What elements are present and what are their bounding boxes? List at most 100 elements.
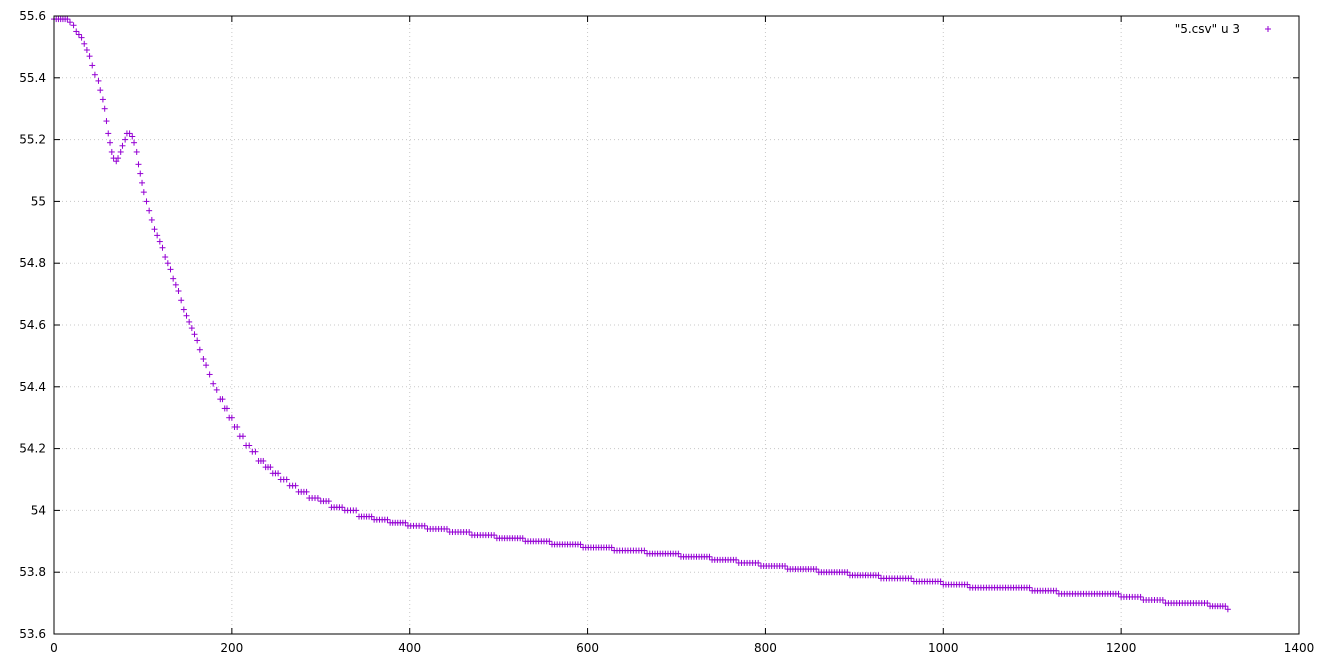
data-point (223, 405, 230, 412)
data-point (180, 306, 187, 313)
data-point (1204, 600, 1211, 607)
data-point (519, 535, 526, 542)
data-point (813, 566, 820, 573)
y-tick-label: 55 (31, 194, 46, 208)
data-point (1137, 593, 1144, 600)
data-point (67, 19, 74, 26)
data-point (203, 362, 210, 369)
data-point (210, 380, 217, 387)
data-point (755, 559, 762, 566)
data-point (964, 581, 971, 588)
data-point (577, 541, 584, 548)
data-point (178, 297, 185, 304)
data-point (314, 495, 321, 502)
data-point (239, 433, 246, 440)
data-point (384, 516, 391, 523)
data-point (183, 312, 190, 319)
data-point (234, 423, 241, 430)
data-point (148, 216, 155, 223)
data-point (167, 266, 174, 273)
legend-label: "5.csv" u 3 (1175, 22, 1240, 36)
data-point (113, 158, 120, 165)
data-point (228, 414, 235, 421)
y-tick-label: 54.4 (19, 380, 46, 394)
data-point (283, 476, 290, 483)
x-tick-label: 1400 (1284, 641, 1315, 655)
data-point (675, 550, 682, 557)
data-point (937, 578, 944, 585)
data-point (99, 96, 106, 103)
data-point (421, 522, 428, 529)
data-point (164, 260, 171, 267)
data-point (135, 161, 142, 168)
data-point (78, 34, 85, 41)
data-point (103, 118, 110, 125)
data-point (260, 457, 267, 464)
y-tick-label: 54 (31, 503, 46, 517)
data-point (733, 556, 740, 563)
data-point (267, 464, 274, 471)
data-point (191, 331, 198, 338)
data-point (908, 575, 915, 582)
data-point (156, 238, 163, 245)
grid-lines (54, 16, 1299, 634)
data-point (91, 71, 98, 78)
data-point (292, 482, 299, 489)
data-point (162, 254, 169, 261)
legend-marker (1265, 26, 1271, 32)
data-point (213, 386, 220, 393)
data-points (51, 16, 1231, 613)
data-point (339, 504, 346, 511)
data-point (126, 130, 133, 137)
data-point (194, 337, 201, 344)
data-point (781, 563, 788, 570)
data-point (159, 244, 166, 251)
data-point (115, 155, 122, 162)
data-point (641, 547, 648, 554)
data-point (119, 142, 126, 149)
data-point (443, 525, 450, 532)
y-tick-label: 55.4 (19, 71, 46, 85)
data-point (275, 470, 282, 477)
data-point (303, 488, 310, 495)
data-point (491, 532, 498, 539)
x-tick-label: 600 (576, 641, 599, 655)
y-tick-label: 54.8 (19, 256, 46, 270)
data-point (137, 170, 144, 177)
data-point (175, 288, 182, 295)
x-tick-label: 800 (754, 641, 777, 655)
data-point (1159, 597, 1166, 604)
x-tick-label: 1000 (928, 641, 959, 655)
data-point (219, 396, 226, 403)
data-point (402, 519, 409, 526)
data-point (70, 22, 77, 29)
y-tick-label: 54.2 (19, 442, 46, 456)
data-point (1222, 603, 1229, 610)
x-tick-label: 1200 (1106, 641, 1137, 655)
y-tick-label: 55.2 (19, 133, 46, 147)
data-point (75, 31, 82, 38)
data-point (105, 130, 112, 137)
data-point (129, 133, 136, 140)
data-point (131, 139, 138, 146)
data-point (64, 16, 71, 23)
data-point (117, 148, 124, 155)
data-point (206, 371, 213, 378)
data-point (122, 136, 129, 143)
data-point (1026, 584, 1033, 591)
plot-frame (53, 15, 1300, 635)
data-point (97, 87, 104, 94)
data-point (875, 572, 882, 579)
data-point (844, 569, 851, 576)
x-tick-label: 200 (220, 641, 243, 655)
data-point (1115, 590, 1122, 597)
y-tick-label: 54.6 (19, 318, 46, 332)
data-point (246, 442, 253, 449)
data-point (188, 325, 195, 332)
data-point (73, 28, 80, 35)
data-point (89, 62, 96, 69)
data-point (151, 226, 158, 233)
x-tick-label: 0 (50, 641, 58, 655)
